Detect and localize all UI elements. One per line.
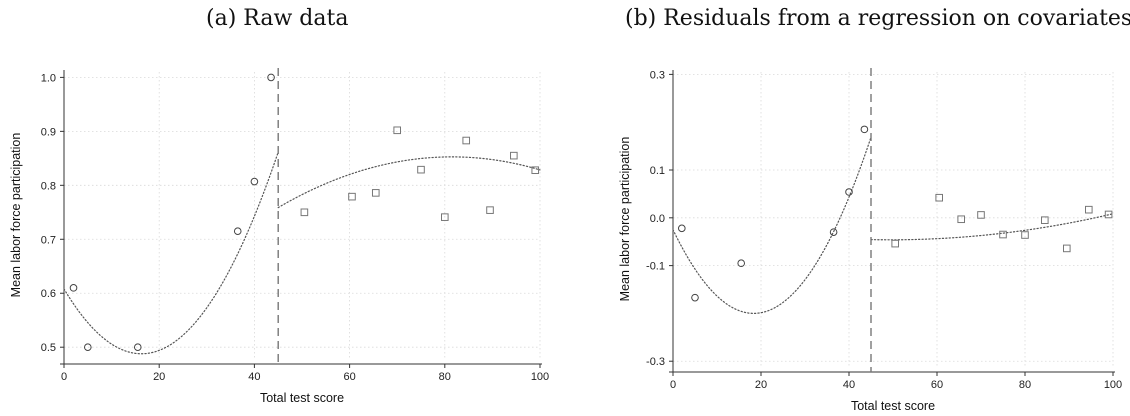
chart-b-plot: 0 20 40 60 80 100 -0.3 -0.1 0.0 0.1 0.3 Total test … (618, 68, 1122, 413)
chart-a-x-tick-label: 80 (439, 371, 451, 383)
chart-b-square-point (978, 212, 985, 219)
chart-a-circle-point (251, 178, 258, 185)
chart-b-square-point (1086, 206, 1093, 213)
chart-b-circle-point (846, 189, 853, 196)
chart-b-x-tick-label: 40 (843, 379, 855, 391)
chart-a-square-point (394, 127, 401, 134)
chart-a-y-tick-label: 0.8 (41, 180, 56, 192)
chart-b-circle-point (692, 294, 699, 301)
chart-a-circle-point (70, 285, 77, 292)
chart-a-circle-point (234, 228, 241, 235)
chart-b-fit-curve (673, 137, 871, 313)
chart-a-x-tick-label: 100 (531, 371, 549, 383)
chart-a-y-tick-label: 0.9 (41, 126, 56, 138)
chart-a-y-axis-title: Mean labor force participation (9, 133, 23, 298)
chart-b-y-tick-label: 0.0 (650, 213, 665, 225)
chart-a-y-tick-label: 0.5 (41, 342, 56, 354)
chart-b-circle-point (679, 225, 686, 232)
chart-a-square-point (511, 152, 518, 159)
chart-a-x-tick-label: 0 (61, 371, 67, 383)
chart-b-x-tick-label: 80 (1019, 379, 1031, 391)
chart-a-y-tick-label: 0.7 (41, 234, 56, 246)
chart-a-fit-curve (278, 157, 540, 208)
chart-b-x-tick-label: 20 (755, 379, 767, 391)
chart-b-y-axis-title: Mean labor force participation (618, 137, 632, 302)
chart-b-x-axis-title: Total test score (851, 399, 935, 413)
chart-b-square-point (1064, 245, 1071, 252)
chart-a-x-axis-title: Total test score (260, 391, 344, 405)
chart-a-square-point (487, 207, 494, 214)
chart-b-y-tick-label: 0.1 (650, 165, 665, 177)
chart-a-square-point (418, 166, 425, 173)
chart-b-circle-point (861, 126, 868, 133)
chart-a-square-point (463, 137, 470, 144)
chart-a-plot: 0 20 40 60 80 100 0.5 0.6 0.7 0.8 0.9 1.0 Total test… (9, 68, 549, 405)
chart-b-y-tick-label: 0.3 (650, 69, 665, 81)
chart-b-y-tick-label: -0.1 (646, 261, 665, 273)
chart-a-y-tick-label: 0.6 (41, 288, 56, 300)
chart-b-circle-point (830, 229, 837, 236)
chart-a-square-point (301, 209, 308, 216)
chart-b-square-point (1000, 231, 1007, 238)
chart-a-x-tick-label: 40 (248, 371, 260, 383)
chart-b-square-point (892, 240, 899, 247)
chart-b-fit-curve (871, 214, 1113, 240)
chart-b-y-tick-label: -0.3 (646, 356, 665, 368)
chart-b-x-tick-label: 100 (1104, 379, 1122, 391)
chart-b-x-tick-label: 60 (931, 379, 943, 391)
chart-a-fit-curve (64, 152, 278, 354)
chart-a-square-point (372, 190, 379, 197)
chart-b-x-tick-label: 0 (670, 379, 676, 391)
chart-a-y-tick-label: 1.0 (41, 72, 56, 84)
chart-b-square-point (958, 216, 965, 223)
chart-a-x-tick-label: 20 (153, 371, 165, 383)
chart-a-x-tick-label: 60 (343, 371, 355, 383)
